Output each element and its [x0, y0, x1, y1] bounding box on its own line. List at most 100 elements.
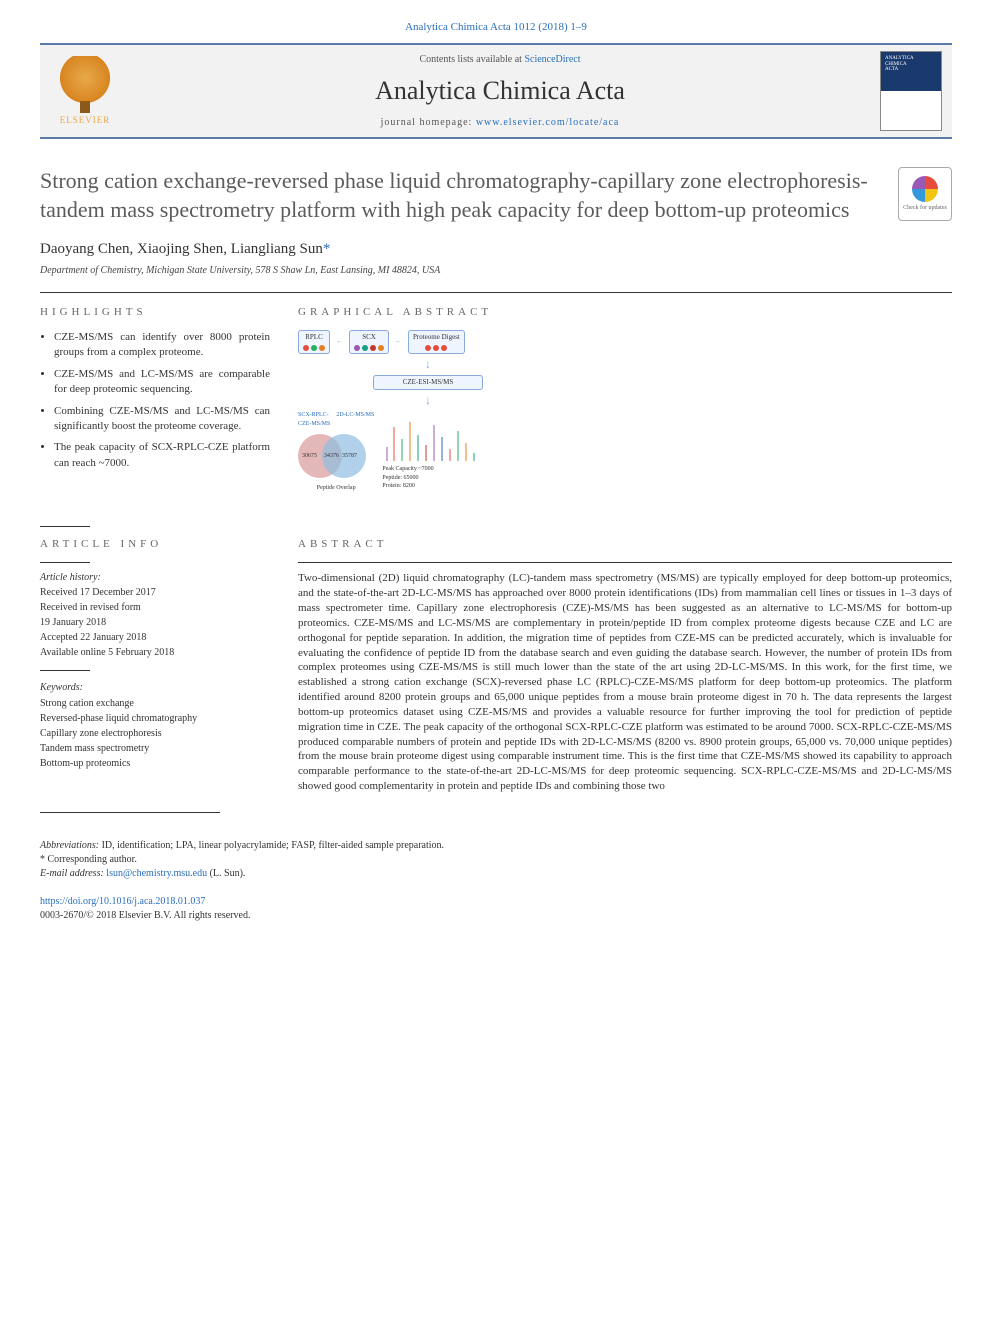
- footnote-rule: [40, 812, 220, 813]
- dot-icon: [441, 345, 447, 351]
- footer-block: https://doi.org/10.1016/j.aca.2018.01.03…: [40, 895, 952, 923]
- keyword: Bottom-up proteomics: [40, 757, 270, 771]
- arrow-icon: ←: [395, 337, 402, 347]
- journal-header: ELSEVIER Contents lists available at Sci…: [40, 43, 952, 139]
- spectrum-icon: [382, 417, 482, 461]
- venn-center-value: 34376: [324, 452, 339, 460]
- ga-top-row: RPLC ← SCX ←: [298, 330, 558, 354]
- header-center: Contents lists available at ScienceDirec…: [120, 53, 880, 129]
- email-label: E-mail address:: [40, 868, 106, 879]
- contents-available-line: Contents lists available at ScienceDirec…: [120, 53, 880, 67]
- ga-peak-cap: Peak Capacity ~7000 Peptide: 65000 Prote…: [382, 465, 482, 490]
- abbreviations-line: Abbreviations: ID, identification; LPA, …: [40, 839, 952, 853]
- online-line: Available online 5 February 2018: [40, 646, 270, 660]
- revised-line: Received in revised form: [40, 601, 270, 615]
- accepted-line: Accepted 22 January 2018: [40, 631, 270, 645]
- dot-icon: [354, 345, 360, 351]
- highlights-list: CZE-MS/MS can identify over 8000 protein…: [40, 330, 270, 471]
- keywords-label: Keywords:: [40, 681, 270, 695]
- venn-diagram: 30675 34376 35787: [298, 434, 368, 484]
- dot-icon: [303, 345, 309, 351]
- abstract-text: Two-dimensional (2D) liquid chromatograp…: [298, 571, 952, 794]
- corresponding-line: * Corresponding author.: [40, 853, 952, 867]
- article-info-heading: ARTICLE INFO: [40, 537, 270, 552]
- graphical-abstract-figure: RPLC ← SCX ←: [298, 330, 558, 510]
- keyword: Strong cation exchange: [40, 697, 270, 711]
- highlight-item: The peak capacity of SCX-RPLC-CZE platfo…: [54, 440, 270, 471]
- top-citation: Analytica Chimica Acta 1012 (2018) 1–9: [40, 20, 952, 35]
- article-title: Strong cation exchange-reversed phase li…: [40, 167, 878, 224]
- email-line: E-mail address: lsun@chemistry.msu.edu (…: [40, 867, 952, 881]
- dot-icon: [378, 345, 384, 351]
- ga-dots: [413, 345, 460, 351]
- homepage-line: journal homepage: www.elsevier.com/locat…: [120, 116, 880, 130]
- journal-title: Analytica Chimica Acta: [120, 73, 880, 109]
- divider-short: [40, 562, 90, 563]
- homepage-prefix: journal homepage:: [381, 117, 476, 128]
- ga-dots: [303, 345, 325, 351]
- venn-right-value: 35787: [342, 452, 357, 460]
- affiliation: Department of Chemistry, Michigan State …: [40, 264, 952, 278]
- ga-scx-label: SCX: [354, 333, 384, 343]
- article-info-block: ARTICLE INFO Article history: Received 1…: [40, 537, 270, 794]
- dot-icon: [311, 345, 317, 351]
- ga-bottom-row: SCX-RPLC- CZE-MS/MS 2D-LC-MS/MS 30675 34…: [298, 411, 558, 492]
- keyword: Tandem mass spectrometry: [40, 742, 270, 756]
- highlights-block: HIGHLIGHTS CZE-MS/MS can identify over 8…: [40, 305, 270, 510]
- article-history: Article history: Received 17 December 20…: [40, 571, 270, 771]
- homepage-link[interactable]: www.elsevier.com/locate/aca: [476, 117, 620, 128]
- revised-date-line: 19 January 2018: [40, 616, 270, 630]
- dot-icon: [319, 345, 325, 351]
- venn-caption: Peptide Overlap: [298, 484, 374, 492]
- ga-dots: [354, 345, 384, 351]
- highlight-item: CZE-MS/MS and LC-MS/MS are comparable fo…: [54, 367, 270, 398]
- authors-line: Daoyang Chen, Xiaojing Shen, Liangliang …: [40, 239, 952, 260]
- corresponding-mark: *: [323, 241, 331, 257]
- sciencedirect-link[interactable]: ScienceDirect: [524, 54, 580, 65]
- ga-rplc-box: RPLC: [298, 330, 330, 354]
- ga-venn-block: SCX-RPLC- CZE-MS/MS 2D-LC-MS/MS 30675 34…: [298, 411, 374, 492]
- ga-proteome-label: Proteome Digest: [413, 333, 460, 343]
- elsevier-tree-icon: [60, 56, 110, 111]
- doi-link[interactable]: https://doi.org/10.1016/j.aca.2018.01.03…: [40, 896, 205, 907]
- abstract-block: ABSTRACT Two-dimensional (2D) liquid chr…: [298, 537, 952, 794]
- ga-proteome-box: Proteome Digest: [408, 330, 465, 354]
- journal-cover-thumbnail: [880, 51, 942, 131]
- publisher-name: ELSEVIER: [60, 114, 111, 127]
- received-line: Received 17 December 2017: [40, 586, 270, 600]
- graphical-abstract-block: GRAPHICAL ABSTRACT RPLC ← SCX: [298, 305, 952, 510]
- highlight-item: CZE-MS/MS can identify over 8000 protein…: [54, 330, 270, 361]
- dot-icon: [425, 345, 431, 351]
- publisher-logo: ELSEVIER: [50, 51, 120, 131]
- ga-left-branch: SCX-RPLC- CZE-MS/MS: [298, 411, 330, 428]
- arrow-icon: ←: [336, 337, 343, 347]
- history-label: Article history:: [40, 572, 101, 583]
- divider: [40, 292, 952, 293]
- abbrev-text: ID, identification; LPA, linear polyacry…: [99, 840, 444, 851]
- spectrum-svg: [382, 417, 482, 461]
- crossmark-badge[interactable]: Check for updates: [898, 167, 952, 221]
- ga-cze-box: CZE-ESI-MS/MS: [373, 375, 483, 391]
- highlights-ga-row: HIGHLIGHTS CZE-MS/MS can identify over 8…: [40, 305, 952, 510]
- divider-short: [40, 526, 90, 527]
- crossmark-label: Check for updates: [903, 204, 947, 212]
- email-suffix: (L. Sun).: [207, 868, 245, 879]
- dot-icon: [370, 345, 376, 351]
- dot-icon: [433, 345, 439, 351]
- email-link[interactable]: lsun@chemistry.msu.edu: [106, 868, 207, 879]
- divider-short: [40, 670, 90, 671]
- keyword: Capillary zone electrophoresis: [40, 727, 270, 741]
- dot-icon: [362, 345, 368, 351]
- ga-scx-box: SCX: [349, 330, 389, 354]
- authors-names: Daoyang Chen, Xiaojing Shen, Liangliang …: [40, 241, 323, 257]
- venn-left-value: 30675: [302, 452, 317, 460]
- abstract-heading: ABSTRACT: [298, 537, 952, 552]
- ga-rplc-label: RPLC: [303, 333, 325, 343]
- abbrev-label: Abbreviations:: [40, 840, 99, 851]
- ga-spectrum-block: Peak Capacity ~7000 Peptide: 65000 Prote…: [382, 413, 482, 490]
- keyword: Reversed-phase liquid chromatography: [40, 712, 270, 726]
- copyright-line: 0003-2670/© 2018 Elsevier B.V. All right…: [40, 909, 952, 923]
- contents-prefix: Contents lists available at: [419, 54, 524, 65]
- highlights-heading: HIGHLIGHTS: [40, 305, 270, 320]
- footnotes-block: Abbreviations: ID, identification; LPA, …: [40, 839, 952, 881]
